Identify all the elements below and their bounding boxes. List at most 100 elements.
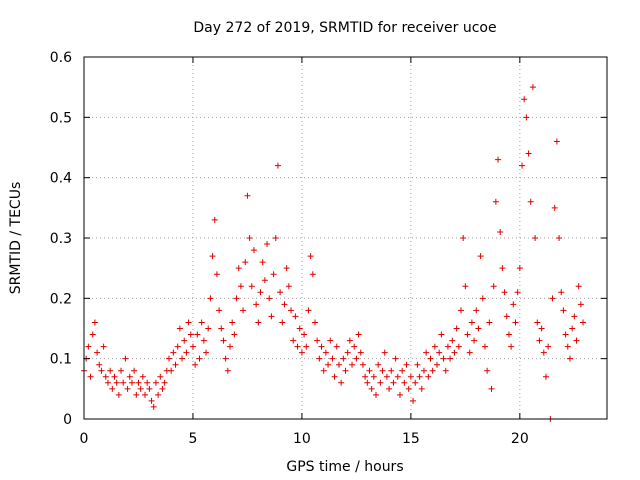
data-point: [464, 331, 471, 338]
data-point: [325, 361, 332, 368]
data-point: [455, 343, 462, 350]
data-point: [270, 271, 277, 278]
data-point: [534, 319, 541, 326]
data-point: [471, 337, 478, 344]
data-point: [91, 319, 98, 326]
data-point: [259, 259, 266, 266]
data-point: [396, 391, 403, 398]
data-point: [124, 385, 131, 392]
data-point: [427, 355, 434, 362]
data-point: [375, 361, 382, 368]
data-points: [81, 84, 587, 422]
data-point: [423, 349, 430, 356]
data-point: [288, 307, 295, 314]
data-point: [198, 319, 205, 326]
data-point: [222, 355, 229, 362]
data-point: [181, 337, 188, 344]
data-point: [102, 373, 109, 380]
data-point: [532, 235, 539, 241]
data-point: [444, 343, 451, 350]
data-point: [549, 295, 556, 302]
data-point: [429, 367, 436, 374]
data-point: [170, 349, 177, 356]
data-point: [501, 289, 508, 296]
data-point: [320, 367, 327, 374]
data-point: [161, 379, 168, 386]
data-point: [449, 337, 456, 344]
data-point: [390, 379, 397, 386]
data-point: [301, 331, 308, 338]
data-point: [237, 283, 244, 290]
data-point: [283, 265, 290, 272]
data-point: [327, 337, 334, 344]
data-point: [503, 313, 510, 320]
data-point: [497, 228, 504, 235]
data-point: [172, 361, 179, 368]
data-point: [152, 379, 159, 386]
data-point: [113, 379, 120, 386]
data-point: [292, 313, 299, 320]
data-point: [451, 349, 458, 356]
data-point: [314, 337, 321, 344]
data-point: [362, 373, 369, 380]
data-point: [335, 361, 342, 368]
data-point: [368, 385, 375, 392]
data-point: [392, 355, 399, 362]
data-point: [207, 295, 214, 302]
data-point: [196, 355, 203, 362]
data-point: [98, 367, 105, 374]
data-point: [235, 265, 242, 272]
data-point: [307, 253, 314, 260]
data-point: [159, 385, 166, 392]
data-point: [490, 283, 497, 290]
data-point: [311, 319, 318, 326]
data-point: [386, 385, 393, 392]
data-point: [453, 325, 460, 332]
data-point: [351, 343, 358, 350]
data-point: [142, 391, 149, 398]
data-point: [431, 343, 438, 350]
data-point: [538, 325, 545, 332]
data-point: [553, 138, 560, 145]
data-point: [346, 337, 353, 344]
data-point: [473, 307, 480, 314]
data-point: [146, 385, 153, 392]
data-point: [272, 235, 279, 241]
data-point: [399, 367, 406, 374]
y-tick-label: 0.6: [50, 50, 72, 66]
data-point: [209, 253, 216, 260]
data-point: [309, 271, 316, 278]
data-point: [233, 295, 240, 302]
data-point: [227, 343, 234, 350]
data-point: [285, 283, 292, 290]
data-point: [519, 162, 526, 169]
data-point: [109, 385, 116, 392]
data-point: [231, 331, 238, 338]
data-point: [479, 295, 486, 302]
data-point: [192, 361, 199, 368]
x-tick-label: 10: [293, 431, 311, 447]
data-point: [213, 271, 220, 278]
data-point: [331, 373, 338, 380]
data-point: [277, 289, 284, 296]
data-point: [505, 331, 512, 338]
data-point: [462, 283, 469, 290]
data-point: [364, 379, 371, 386]
data-point: [434, 361, 441, 368]
x-axis-label: GPS time / hours: [286, 459, 403, 475]
data-point: [218, 325, 225, 332]
data-point: [516, 265, 523, 272]
data-point: [558, 289, 565, 296]
data-point: [442, 367, 449, 374]
data-point: [420, 367, 427, 374]
data-point: [200, 337, 207, 344]
data-point: [183, 349, 190, 356]
data-point: [255, 319, 262, 326]
data-point: [189, 343, 196, 350]
data-point: [100, 343, 107, 350]
data-point: [211, 216, 218, 223]
data-point: [229, 319, 236, 326]
data-point: [562, 331, 569, 338]
data-point: [508, 343, 515, 350]
data-point: [242, 259, 249, 266]
